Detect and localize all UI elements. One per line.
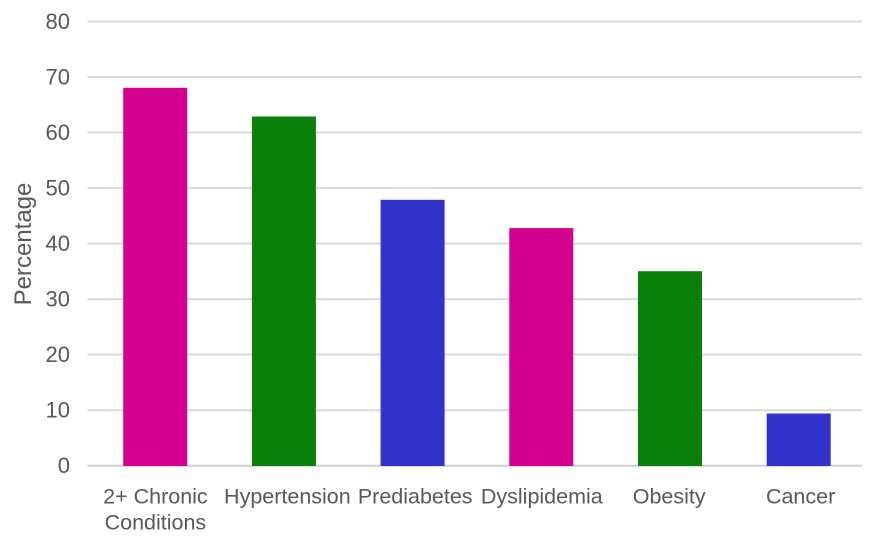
svg-text:Conditions: Conditions <box>105 511 207 535</box>
svg-text:2+ Chronic: 2+ Chronic <box>103 485 208 509</box>
svg-text:50: 50 <box>46 176 70 201</box>
svg-text:Prediabetes: Prediabetes <box>358 485 473 509</box>
svg-text:Dyslipidemia: Dyslipidemia <box>481 485 603 509</box>
svg-text:30: 30 <box>46 287 70 312</box>
svg-text:Hypertension: Hypertension <box>224 485 351 509</box>
svg-text:Obesity: Obesity <box>633 485 706 509</box>
svg-text:10: 10 <box>46 398 70 423</box>
svg-text:0: 0 <box>58 453 70 478</box>
svg-text:70: 70 <box>46 64 70 89</box>
svg-text:Percentage: Percentage <box>10 183 37 306</box>
svg-text:60: 60 <box>46 120 70 145</box>
svg-text:20: 20 <box>46 342 70 367</box>
svg-text:Cancer: Cancer <box>766 485 835 509</box>
svg-text:80: 80 <box>46 9 70 34</box>
svg-text:40: 40 <box>46 231 70 256</box>
